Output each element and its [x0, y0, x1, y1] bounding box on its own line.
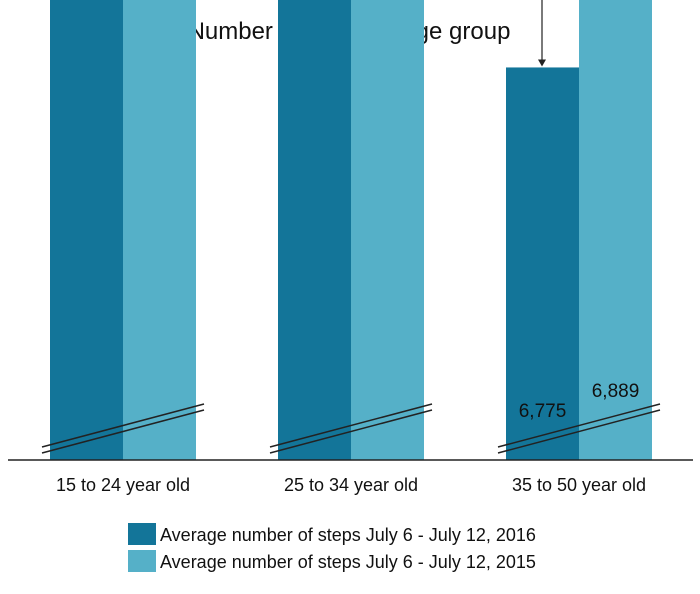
callout-arrowhead: [538, 59, 546, 67]
axis-break-line: [41, 403, 205, 448]
bar-2016-2: [278, 0, 351, 460]
bar-2015-2: [351, 0, 424, 460]
axis-break-line: [269, 409, 433, 454]
bar-2015-1: [123, 0, 196, 461]
bar-2016-3: [506, 67, 579, 460]
axis-break-line: [497, 403, 661, 448]
legend-swatch-1: [128, 523, 156, 545]
value-label-2015-3: 6,889: [592, 381, 640, 402]
category-label-1: 15 to 24 year old: [56, 475, 190, 495]
axis-break-line: [41, 409, 205, 454]
axis-break-line: [269, 403, 433, 448]
value-label-2016-3: 6,775: [519, 401, 567, 422]
legend: Average number of steps July 6 - July 12…: [128, 523, 536, 572]
axis-break-line: [497, 409, 661, 454]
bar-2016-1: [50, 0, 123, 460]
category-label-2: 25 to 34 year old: [284, 475, 418, 495]
bar-2015-3: [579, 0, 652, 460]
category-label-3: 35 to 50 year old: [512, 475, 646, 495]
difference-callout-3: -114: [538, 0, 546, 67]
plot-area: 7,2027,09815 to 24 year old+1047,0847,00…: [41, 0, 661, 495]
legend-swatch-2: [128, 550, 156, 572]
legend-label-1: Average number of steps July 6 - July 12…: [160, 525, 536, 545]
callout-arrow-line: [541, 0, 543, 62]
legend-label-2: Average number of steps July 6 - July 12…: [160, 552, 536, 572]
